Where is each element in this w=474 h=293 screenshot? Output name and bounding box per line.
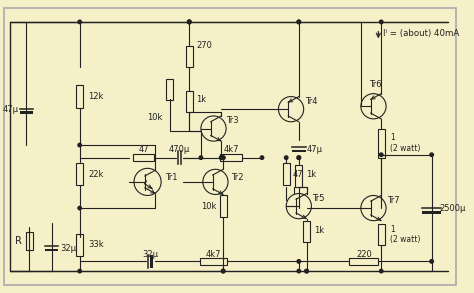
Text: R: R — [15, 236, 21, 246]
Bar — [349, 258, 378, 265]
Circle shape — [297, 156, 301, 159]
Bar — [26, 232, 33, 250]
Bar — [186, 46, 192, 67]
Circle shape — [199, 156, 202, 159]
Text: 4k7: 4k7 — [223, 145, 239, 154]
Bar — [220, 154, 242, 161]
Circle shape — [297, 260, 301, 263]
Circle shape — [380, 20, 383, 24]
Circle shape — [297, 20, 301, 24]
Text: Tr6: Tr6 — [369, 81, 381, 89]
Circle shape — [188, 20, 191, 24]
Text: Tr3: Tr3 — [226, 116, 239, 125]
Circle shape — [284, 156, 288, 159]
Text: Tr5: Tr5 — [312, 194, 325, 203]
Text: 47: 47 — [293, 170, 304, 179]
Text: 22k: 22k — [89, 170, 104, 179]
Bar — [283, 163, 290, 185]
Text: Iⁱ = (about) 40mA: Iⁱ = (about) 40mA — [383, 29, 459, 38]
Bar — [19, 111, 33, 113]
Text: 1k: 1k — [307, 170, 317, 179]
Text: Tr4: Tr4 — [305, 97, 317, 106]
Bar — [378, 129, 384, 158]
Circle shape — [78, 269, 82, 273]
Circle shape — [221, 269, 225, 273]
Text: Tr1: Tr1 — [165, 173, 178, 182]
Text: 2500µ: 2500µ — [439, 204, 466, 212]
Bar — [200, 258, 227, 265]
Text: 32µ: 32µ — [143, 250, 158, 259]
Bar — [133, 154, 155, 161]
Bar — [45, 249, 58, 251]
Circle shape — [297, 20, 301, 24]
Circle shape — [219, 156, 223, 159]
Circle shape — [221, 156, 225, 159]
Bar — [76, 85, 83, 108]
Circle shape — [430, 153, 433, 156]
Bar — [295, 166, 302, 187]
Bar — [220, 195, 227, 217]
Text: 12k: 12k — [89, 92, 104, 101]
Circle shape — [78, 143, 82, 147]
Text: Tr7: Tr7 — [387, 196, 400, 205]
Circle shape — [188, 20, 191, 24]
Circle shape — [380, 269, 383, 273]
Text: 47µ: 47µ — [307, 145, 323, 154]
Text: 47: 47 — [138, 145, 149, 154]
Text: Tr2: Tr2 — [231, 173, 244, 182]
Circle shape — [297, 269, 301, 273]
Circle shape — [430, 260, 433, 263]
Circle shape — [221, 156, 225, 159]
Circle shape — [297, 156, 301, 159]
Bar — [76, 234, 83, 255]
Text: 270: 270 — [196, 41, 212, 50]
Text: 47µ: 47µ — [2, 105, 18, 114]
Bar — [303, 221, 310, 242]
Circle shape — [305, 269, 308, 273]
Bar — [378, 224, 384, 245]
Circle shape — [380, 153, 383, 156]
Bar — [422, 211, 441, 214]
Circle shape — [188, 20, 191, 24]
Bar — [186, 91, 192, 112]
Bar — [150, 255, 153, 268]
Text: 32µ: 32µ — [60, 244, 76, 253]
Text: 220: 220 — [356, 250, 372, 259]
Text: 4k7: 4k7 — [206, 250, 221, 259]
Text: 33k: 33k — [89, 241, 104, 249]
Text: 10k: 10k — [201, 202, 217, 211]
Circle shape — [219, 156, 223, 159]
Circle shape — [78, 20, 82, 24]
Text: 1k: 1k — [314, 226, 325, 235]
Circle shape — [305, 269, 308, 273]
Bar — [76, 163, 83, 185]
Bar — [292, 150, 306, 152]
Circle shape — [221, 269, 225, 273]
Circle shape — [260, 156, 264, 159]
Text: 10k: 10k — [147, 113, 162, 122]
Circle shape — [78, 206, 82, 210]
Text: 1
(2 watt): 1 (2 watt) — [390, 133, 420, 153]
Text: 1k: 1k — [196, 95, 206, 104]
Text: 1
(2 watt): 1 (2 watt) — [390, 224, 420, 244]
Bar — [166, 79, 173, 100]
Text: 470µ: 470µ — [169, 145, 190, 154]
